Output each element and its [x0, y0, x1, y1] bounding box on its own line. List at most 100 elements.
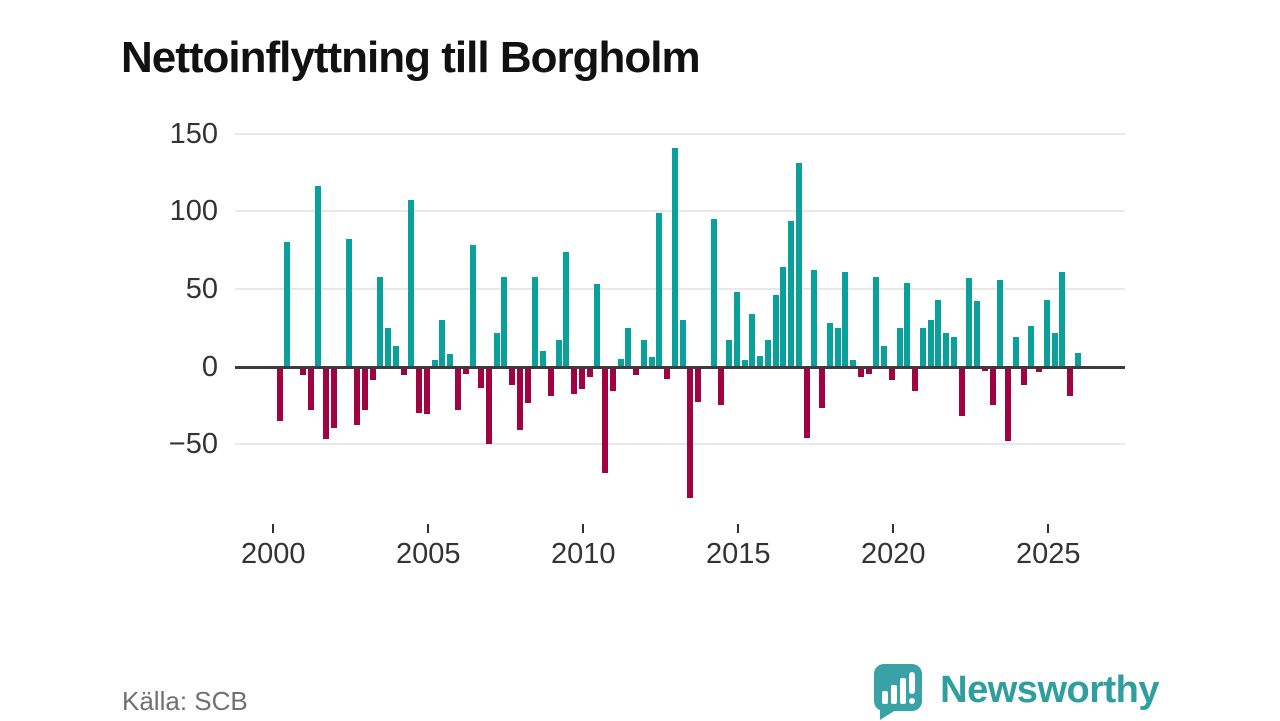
bar-2013-q1 [679, 320, 686, 367]
bar-2003-q1 [369, 367, 376, 381]
x-tick-mark [1047, 524, 1050, 533]
bar-2007-q3 [509, 367, 515, 385]
y-tick-label: 100 [169, 195, 218, 228]
plot-area [235, 110, 1125, 522]
newsworthy-logo: Newsworthy [868, 664, 1159, 721]
bar-2021-q4 [950, 337, 957, 367]
gridline [235, 210, 1125, 213]
bar-2009-q4 [578, 367, 585, 390]
bar-2023-q2 [997, 279, 1004, 367]
bar-2010-q2 [594, 284, 601, 367]
x-tick-label: 2015 [706, 538, 771, 570]
bar-2021-q2 [935, 299, 942, 367]
bar-2008-q2 [532, 276, 539, 367]
bar-2014-q2 [718, 367, 725, 405]
bar-2011-q4 [640, 340, 647, 367]
bar-2004-q2 [408, 200, 415, 367]
bar-2019-q2 [873, 276, 880, 367]
bar-2009-q2 [563, 251, 570, 367]
bar-2011-q1 [617, 358, 624, 367]
zero-axis-line [235, 365, 1125, 369]
bar-2005-q3 [447, 354, 453, 367]
bar-2020-q1 [896, 327, 903, 367]
bar-2022-q1 [958, 367, 965, 416]
bar-2004-q1 [400, 367, 407, 376]
y-tick-label: 50 [185, 273, 218, 305]
bar-2005-q4 [454, 367, 461, 410]
bar-2014-q3 [726, 340, 732, 367]
bar-2021-q1 [927, 320, 934, 367]
bar-2019-q4 [888, 367, 895, 381]
bar-2001-q4 [330, 367, 337, 429]
bar-2018-q3 [850, 360, 856, 367]
bar-2024-q4 [1043, 299, 1050, 367]
bar-2025-q4 [1074, 352, 1081, 367]
bar-2020-q3 [912, 367, 918, 391]
bar-2015-q4 [764, 340, 771, 367]
bar-2006-q1 [462, 367, 469, 374]
x-tick-label: 2025 [1016, 538, 1081, 570]
y-tick-label: −50 [168, 428, 218, 461]
bar-2004-q3 [416, 367, 422, 413]
bar-2008-q3 [540, 351, 546, 367]
bar-2001-q2 [315, 186, 322, 367]
bar-2015-q2 [749, 313, 756, 367]
bar-2007-q1 [493, 332, 500, 367]
bar-2007-q2 [501, 276, 508, 367]
x-tick-label: 2010 [551, 538, 616, 570]
x-tick-mark [272, 524, 275, 533]
bar-2022-q3 [974, 301, 980, 367]
bar-2024-q3 [1036, 367, 1042, 373]
source-credit: Källa: SCB [122, 686, 248, 716]
bar-2010-q4 [609, 367, 616, 391]
bar-2013-q2 [687, 367, 694, 499]
bar-2013-q3 [695, 367, 701, 402]
bar-2008-q1 [524, 367, 531, 404]
bar-2006-q3 [478, 367, 484, 388]
bar-2012-q1 [648, 357, 655, 367]
bar-2006-q4 [485, 367, 492, 444]
bar-2014-q4 [733, 292, 740, 367]
x-tick-mark [427, 524, 430, 533]
chart-title: Nettoinflyttning till Borgholm [121, 33, 701, 83]
bar-2016-q3 [788, 220, 794, 367]
bar-2020-q4 [919, 327, 926, 367]
bar-2000-q1 [276, 367, 283, 421]
x-tick-label: 2020 [861, 538, 926, 570]
bar-2005-q1 [431, 360, 438, 367]
bar-2012-q3 [664, 367, 670, 379]
bar-2000-q2 [284, 242, 291, 367]
bar-2002-q3 [354, 367, 360, 426]
bar-2000-q4 [299, 367, 306, 376]
bar-2022-q4 [981, 367, 988, 371]
bar-2018-q2 [842, 271, 849, 367]
bar-2008-q4 [547, 367, 554, 396]
x-tick-label: 2000 [241, 538, 306, 570]
bar-2010-q1 [586, 367, 593, 377]
bar-2023-q4 [1012, 337, 1019, 367]
bar-2004-q4 [423, 367, 430, 415]
bar-2018-q1 [834, 327, 841, 367]
bar-2017-q3 [819, 367, 825, 409]
newsworthy-logo-text: Newsworthy [940, 669, 1159, 711]
bar-2002-q4 [361, 367, 368, 410]
bar-2024-q1 [1020, 367, 1027, 385]
gridline [235, 288, 1125, 290]
y-tick-label: 150 [169, 117, 218, 150]
x-tick-label: 2005 [396, 538, 461, 570]
bar-2012-q4 [671, 147, 678, 367]
bar-2021-q3 [943, 332, 949, 367]
x-tick-mark [737, 524, 740, 533]
bar-2005-q2 [439, 320, 446, 367]
bar-2015-q3 [757, 355, 763, 367]
bar-2007-q4 [516, 367, 523, 430]
gridline [235, 132, 1125, 135]
bar-2019-q3 [881, 346, 887, 367]
y-tick-label: 0 [201, 350, 218, 383]
bar-2014-q1 [710, 219, 717, 367]
bar-2020-q2 [904, 282, 911, 367]
bar-2017-q2 [811, 270, 818, 367]
bar-2003-q3 [385, 327, 391, 367]
bar-2025-q3 [1067, 367, 1073, 396]
